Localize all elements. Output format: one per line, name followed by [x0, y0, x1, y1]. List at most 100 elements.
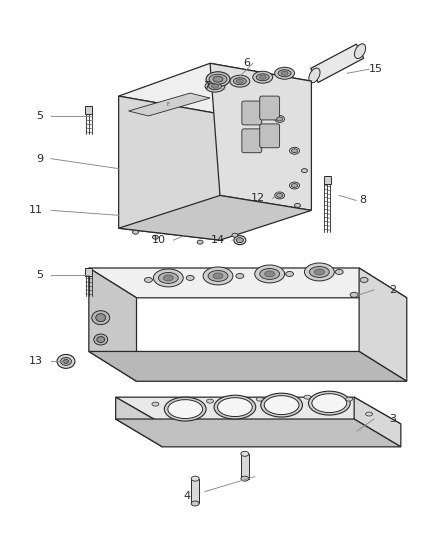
Ellipse shape: [304, 263, 334, 281]
Polygon shape: [89, 351, 407, 381]
Ellipse shape: [133, 230, 138, 234]
Ellipse shape: [275, 192, 285, 199]
Ellipse shape: [96, 314, 106, 321]
Ellipse shape: [205, 80, 225, 92]
Ellipse shape: [290, 147, 300, 154]
Ellipse shape: [234, 236, 246, 245]
Polygon shape: [359, 268, 407, 381]
Text: 7: 7: [203, 81, 210, 91]
Ellipse shape: [294, 204, 300, 207]
Text: 9: 9: [36, 154, 43, 164]
Ellipse shape: [168, 400, 203, 418]
Ellipse shape: [292, 149, 297, 153]
Polygon shape: [311, 44, 364, 83]
Ellipse shape: [260, 269, 279, 279]
Ellipse shape: [278, 70, 291, 77]
Polygon shape: [129, 93, 210, 116]
Polygon shape: [241, 454, 249, 479]
Ellipse shape: [232, 233, 238, 237]
Ellipse shape: [259, 75, 266, 79]
Text: 2: 2: [389, 285, 396, 295]
Ellipse shape: [152, 402, 159, 406]
Ellipse shape: [253, 71, 273, 83]
Bar: [324, 175, 331, 183]
Ellipse shape: [197, 240, 203, 244]
Polygon shape: [89, 268, 407, 298]
Ellipse shape: [191, 501, 199, 506]
Ellipse shape: [237, 238, 244, 243]
Ellipse shape: [97, 336, 105, 343]
Ellipse shape: [309, 266, 329, 278]
Ellipse shape: [309, 68, 320, 83]
Ellipse shape: [164, 397, 206, 421]
Bar: [85, 106, 92, 114]
Polygon shape: [354, 397, 401, 447]
Ellipse shape: [218, 398, 252, 417]
Text: 4: 4: [183, 490, 190, 500]
Ellipse shape: [312, 394, 347, 413]
Text: 8: 8: [359, 196, 366, 205]
Ellipse shape: [277, 117, 283, 121]
Ellipse shape: [191, 476, 199, 481]
Ellipse shape: [236, 273, 244, 278]
Ellipse shape: [153, 269, 183, 287]
Ellipse shape: [281, 71, 288, 75]
Ellipse shape: [203, 267, 233, 285]
Polygon shape: [210, 63, 311, 211]
Text: 11: 11: [29, 205, 43, 215]
Ellipse shape: [335, 270, 343, 274]
Ellipse shape: [186, 276, 194, 280]
Ellipse shape: [275, 116, 285, 123]
FancyBboxPatch shape: [242, 129, 262, 153]
Text: 15: 15: [369, 64, 383, 74]
Text: 10: 10: [152, 235, 165, 245]
Ellipse shape: [237, 79, 244, 83]
Ellipse shape: [60, 358, 71, 365]
Polygon shape: [119, 96, 220, 240]
Ellipse shape: [209, 74, 227, 84]
Ellipse shape: [256, 397, 263, 401]
Ellipse shape: [275, 67, 294, 79]
Ellipse shape: [354, 44, 366, 59]
Ellipse shape: [350, 292, 358, 297]
Text: E: E: [167, 102, 170, 107]
Ellipse shape: [214, 395, 256, 419]
Ellipse shape: [360, 278, 368, 282]
Text: 3: 3: [389, 414, 396, 424]
Ellipse shape: [159, 272, 178, 284]
Ellipse shape: [261, 393, 303, 417]
Text: 14: 14: [211, 235, 225, 245]
Ellipse shape: [256, 74, 269, 80]
Ellipse shape: [346, 397, 353, 401]
Ellipse shape: [233, 78, 246, 85]
Text: 6: 6: [243, 58, 250, 68]
FancyBboxPatch shape: [260, 124, 279, 148]
Ellipse shape: [145, 278, 152, 282]
Ellipse shape: [152, 235, 159, 239]
Ellipse shape: [290, 182, 300, 189]
Text: 13: 13: [29, 357, 43, 366]
Ellipse shape: [230, 75, 250, 87]
Ellipse shape: [57, 354, 75, 368]
Ellipse shape: [207, 399, 214, 403]
Ellipse shape: [92, 311, 110, 325]
Ellipse shape: [292, 183, 297, 188]
Ellipse shape: [301, 168, 307, 173]
Ellipse shape: [208, 270, 228, 281]
Ellipse shape: [206, 72, 230, 87]
Ellipse shape: [286, 271, 293, 277]
Ellipse shape: [64, 359, 68, 364]
Ellipse shape: [94, 334, 108, 345]
Ellipse shape: [265, 271, 275, 277]
Ellipse shape: [277, 193, 283, 197]
Text: 5: 5: [36, 111, 43, 121]
Polygon shape: [116, 419, 401, 447]
Ellipse shape: [212, 84, 219, 88]
Polygon shape: [191, 479, 199, 504]
Polygon shape: [116, 397, 162, 447]
Ellipse shape: [208, 83, 222, 90]
Ellipse shape: [241, 451, 249, 456]
Text: 5: 5: [36, 270, 43, 280]
Ellipse shape: [213, 273, 223, 279]
Ellipse shape: [366, 412, 373, 416]
